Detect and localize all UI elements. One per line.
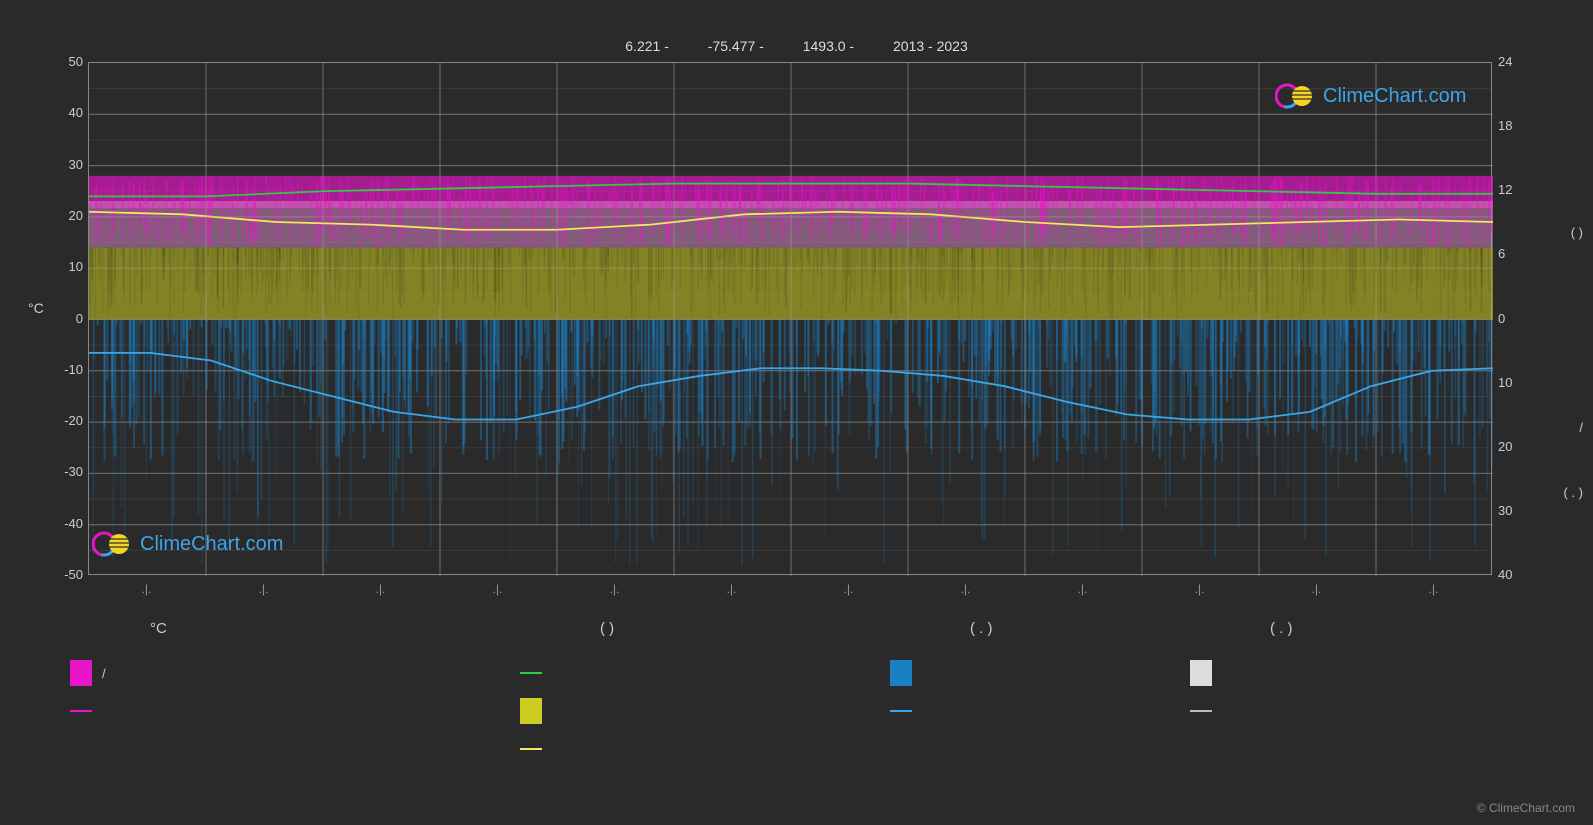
right-paren-mid: /: [1579, 420, 1583, 435]
legend-item: [1190, 660, 1342, 686]
y-tick-left: 20: [43, 208, 83, 223]
brand-watermark: ClimeChart.com: [92, 530, 283, 558]
y-tick-right: 0: [1498, 311, 1538, 326]
legend-item: [520, 672, 672, 674]
x-tick: .|.: [259, 582, 269, 596]
legend-swatch-line: [70, 710, 92, 712]
x-tick: .|.: [376, 582, 386, 596]
legend-col-header: ( ): [600, 620, 614, 637]
y-tick-right: 40: [1498, 567, 1538, 582]
right-paren-bot: ( . ): [1564, 485, 1584, 500]
left-axis-unit: °C: [28, 300, 44, 316]
y-tick-right: 20: [1498, 439, 1538, 454]
legend: °C ( ) ( . ) ( . ) /: [70, 620, 1530, 772]
years-value: 2013 - 2023: [893, 38, 968, 54]
lon-value: -75.477 -: [708, 38, 764, 54]
y-tick-left: 50: [43, 54, 83, 69]
y-tick-right: 12: [1498, 182, 1538, 197]
y-tick-right: 18: [1498, 118, 1538, 133]
y-tick-right: 24: [1498, 54, 1538, 69]
legend-swatch-box: [520, 698, 542, 724]
legend-col-header: °C: [150, 620, 167, 637]
brand-icon: [1275, 82, 1315, 110]
chart-svg: [89, 63, 1493, 576]
y-tick-left: 30: [43, 157, 83, 172]
legend-item: [890, 660, 1042, 686]
legend-swatch-line: [1190, 710, 1212, 712]
legend-swatch-line: [520, 748, 542, 750]
right-paren-top: ( ): [1571, 225, 1583, 240]
y-tick-right: 10: [1498, 375, 1538, 390]
legend-col-header: ( . ): [970, 620, 993, 637]
header-metadata: 6.221 - -75.477 - 1493.0 - 2013 - 2023: [0, 38, 1593, 54]
x-tick: .|.: [961, 582, 971, 596]
legend-row-3: [70, 734, 1530, 764]
x-tick: .|.: [1195, 582, 1205, 596]
y-tick-left: -50: [43, 567, 83, 582]
x-tick: .|.: [1312, 582, 1322, 596]
brand-text: ClimeChart.com: [1323, 85, 1466, 108]
y-tick-left: -40: [43, 516, 83, 531]
legend-swatch-box: [1190, 660, 1212, 686]
legend-col-header: ( . ): [1270, 620, 1293, 637]
legend-swatch-line: [890, 710, 912, 712]
legend-item: [520, 748, 672, 750]
elev-value: 1493.0 -: [803, 38, 854, 54]
legend-item: [520, 698, 672, 724]
x-tick: .|.: [493, 582, 503, 596]
y-tick-right: 30: [1498, 503, 1538, 518]
y-tick-left: -10: [43, 362, 83, 377]
legend-swatch-box: [70, 660, 92, 686]
legend-swatch-line: [520, 672, 542, 674]
y-tick-left: 0: [43, 311, 83, 326]
y-tick-left: 10: [43, 259, 83, 274]
brand-watermark: ClimeChart.com: [1275, 82, 1466, 110]
x-tick: .|.: [1429, 582, 1439, 596]
y-tick-left: -20: [43, 413, 83, 428]
copyright-text: © ClimeChart.com: [1477, 801, 1575, 815]
legend-item: [1190, 710, 1342, 712]
legend-item: [890, 710, 1042, 712]
climate-chart: [88, 62, 1492, 575]
y-tick-left: -30: [43, 464, 83, 479]
brand-icon: [92, 530, 132, 558]
x-tick: .|.: [142, 582, 152, 596]
lat-value: 6.221 -: [625, 38, 669, 54]
x-tick: .|.: [1078, 582, 1088, 596]
legend-row-2: [70, 696, 1530, 726]
legend-label: /: [102, 666, 222, 681]
legend-item: [70, 710, 222, 712]
legend-row-1: /: [70, 658, 1530, 688]
y-tick-left: 40: [43, 105, 83, 120]
x-tick: .|.: [727, 582, 737, 596]
x-tick: .|.: [844, 582, 854, 596]
y-tick-right: 6: [1498, 246, 1538, 261]
legend-item: /: [70, 660, 222, 686]
brand-text: ClimeChart.com: [140, 533, 283, 556]
legend-swatch-box: [890, 660, 912, 686]
legend-header-row: °C ( ) ( . ) ( . ): [70, 620, 1530, 644]
x-tick: .|.: [610, 582, 620, 596]
